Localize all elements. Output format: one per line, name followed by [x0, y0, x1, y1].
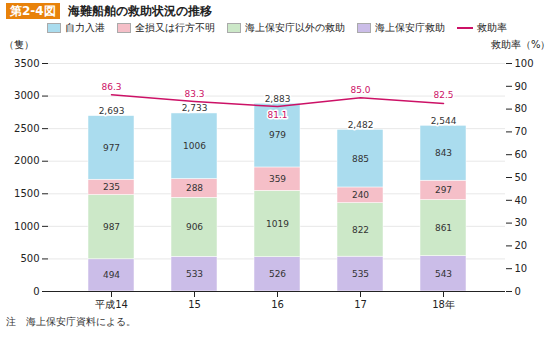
html-text:第2-4図: 第2-4図: [10, 4, 56, 18]
svg-text:535: 535: [352, 269, 369, 279]
svg-text:1019: 1019: [266, 219, 289, 229]
svg-text:843: 843: [435, 148, 452, 158]
svg-text:2500: 2500: [14, 123, 39, 134]
svg-text:10: 10: [515, 263, 528, 274]
svg-text:979: 979: [269, 130, 286, 140]
svg-text:86.3: 86.3: [101, 82, 121, 92]
svg-text:297: 297: [435, 185, 452, 195]
svg-text:90: 90: [515, 81, 528, 92]
svg-text:2,544: 2,544: [431, 116, 457, 126]
svg-text:83.3: 83.3: [184, 89, 204, 99]
html-text:全損又は行方不明: 全損又は行方不明: [134, 22, 215, 33]
svg-text:861: 861: [435, 223, 452, 233]
svg-text:906: 906: [186, 222, 203, 232]
svg-text:987: 987: [103, 222, 120, 232]
svg-text:平成14: 平成14: [95, 299, 128, 310]
svg-text:30: 30: [515, 217, 528, 228]
svg-text:1006: 1006: [183, 141, 206, 151]
html-text:海上保安庁以外の救助: 海上保安庁以外の救助: [244, 22, 345, 33]
svg-text:3500: 3500: [14, 58, 39, 69]
svg-text:359: 359: [269, 174, 286, 184]
svg-text:1000: 1000: [14, 221, 39, 232]
svg-text:16: 16: [271, 299, 284, 310]
html-text:自力入港: 自力入港: [64, 22, 105, 33]
svg-text:15: 15: [188, 299, 201, 310]
svg-text:0: 0: [515, 286, 521, 297]
svg-text:0: 0: [33, 286, 39, 297]
svg-text:85.0: 85.0: [350, 85, 370, 95]
html-text:海難船舶の救助状況の推移: 海難船舶の救助状況の推移: [67, 4, 212, 18]
svg-text:2,733: 2,733: [182, 103, 208, 113]
svg-text:2,883: 2,883: [265, 94, 291, 104]
svg-text:80: 80: [515, 103, 528, 114]
svg-text:2,693: 2,693: [99, 106, 125, 116]
svg-text:494: 494: [103, 270, 120, 280]
svg-text:20: 20: [515, 240, 528, 251]
svg-text:（隻）: （隻）: [4, 39, 34, 50]
svg-text:543: 543: [435, 269, 452, 279]
svg-text:235: 235: [103, 182, 120, 192]
svg-text:885: 885: [352, 154, 369, 164]
svg-text:526: 526: [269, 269, 286, 279]
svg-text:2000: 2000: [14, 155, 39, 166]
svg-text:60: 60: [515, 149, 528, 160]
svg-text:533: 533: [186, 269, 203, 279]
svg-text:1500: 1500: [14, 188, 39, 199]
svg-text:240: 240: [352, 190, 369, 200]
svg-text:50: 50: [515, 172, 528, 183]
svg-text:40: 40: [515, 195, 528, 206]
svg-text:18年: 18年: [432, 299, 455, 310]
svg-text:2,482: 2,482: [348, 120, 374, 130]
svg-text:977: 977: [103, 143, 120, 153]
svg-text:3000: 3000: [14, 90, 39, 101]
svg-text:82.5: 82.5: [433, 90, 453, 100]
html-text:救助率: 救助率: [476, 22, 507, 33]
svg-text:70: 70: [515, 126, 528, 137]
svg-text:救助率（%）: 救助率（%）: [490, 39, 551, 50]
html-text:海上保安庁救助: 海上保安庁救助: [374, 22, 445, 33]
svg-text:81.1: 81.1: [267, 110, 287, 120]
svg-text:288: 288: [186, 183, 203, 193]
html-text:注 海上保安庁資料による。: 注 海上保安庁資料による。: [6, 316, 136, 327]
svg-text:100: 100: [515, 58, 534, 69]
svg-text:17: 17: [354, 299, 367, 310]
svg-text:500: 500: [20, 253, 39, 264]
svg-text:822: 822: [352, 225, 369, 235]
